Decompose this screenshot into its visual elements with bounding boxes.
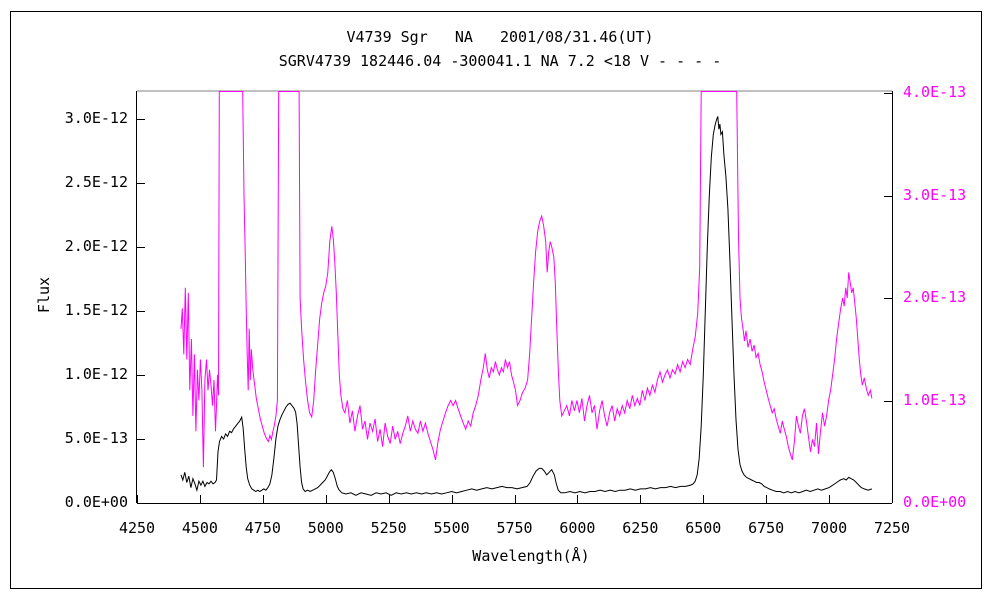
left-axis-tick-label: 2.5E-12 (64, 173, 128, 191)
left-axis-title: Flux (35, 276, 53, 314)
right-axis-tick-label: 3.0E-13 (903, 185, 967, 204)
left-axis-tick-label: 1.5E-12 (64, 301, 128, 319)
x-axis-title: Wavelength(Å) (472, 547, 590, 565)
x-axis-tick-label: 5500 (433, 519, 470, 537)
right-axis-tick-label: 2.0E-13 (903, 288, 967, 306)
x-axis-tick-label: 5250 (370, 519, 407, 537)
x-axis-tick-label: 5750 (496, 519, 533, 537)
left-axis-tick-label: 2.0E-12 (64, 237, 128, 255)
right-axis-tick-label: 4.0E-13 (903, 83, 967, 101)
x-axis-tick-label: 6250 (622, 519, 659, 537)
x-axis-tick-label: 6750 (748, 519, 785, 537)
outer-border (10, 11, 982, 589)
right-axis-tick-label: 1.0E-13 (903, 390, 967, 409)
x-axis-tick-label: 7000 (811, 519, 848, 537)
intensity-spectrum-magenta-line (180, 91, 873, 468)
x-axis-tick-label: 6500 (685, 519, 722, 537)
left-axis-tick-label: 3.0E-12 (64, 109, 128, 127)
left-axis-tick-label: 1.0E-12 (64, 365, 128, 383)
chart-subtitle: SGRV4739 182446.04 -300041.1 NA 7.2 <18 … (278, 52, 722, 70)
x-axis-tick-label: 6000 (559, 519, 596, 537)
chart-title: V4739 Sgr NA 2001/08/31.46(UT) (346, 28, 654, 46)
left-axis-tick-label: 5.0E-13 (64, 429, 128, 447)
x-axis-tick-label: 4500 (181, 519, 218, 537)
left-axis-tick-label: 0.0E+00 (64, 493, 128, 511)
flux-spectrum-black-line (180, 116, 873, 496)
x-axis-tick-label: 4250 (118, 519, 156, 537)
x-axis-tick-label: 5000 (307, 519, 344, 537)
x-axis-tick-label: 4750 (244, 519, 281, 537)
x-axis-tick-label: 7250 (873, 519, 911, 537)
right-axis-tick-label: 0.0E+00 (903, 493, 967, 511)
